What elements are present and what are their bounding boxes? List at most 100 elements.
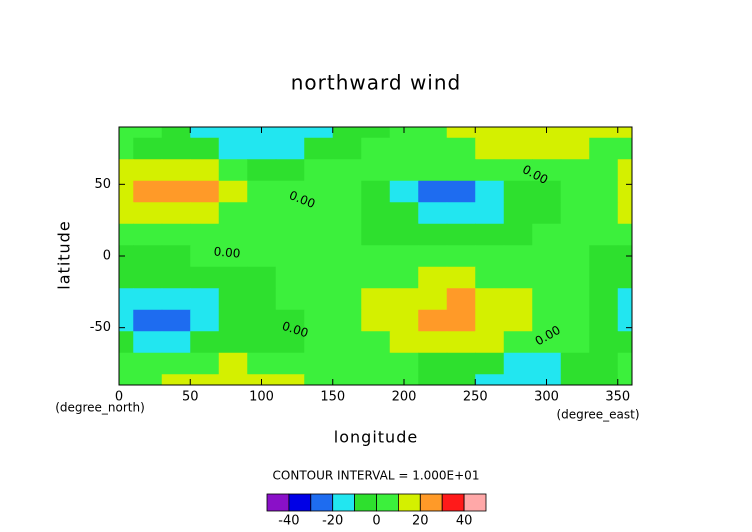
field-cell [503, 245, 533, 268]
field-cell [332, 159, 362, 182]
field-cell [446, 288, 476, 311]
field-cell [304, 245, 334, 268]
field-cell [475, 352, 505, 375]
field-cell [446, 352, 476, 375]
field-cell [389, 159, 419, 182]
field-cell [418, 331, 448, 354]
field-cell [532, 202, 562, 225]
field-cell [503, 202, 533, 225]
field-cell [218, 159, 248, 182]
field-cell [133, 223, 163, 246]
field-cell [304, 159, 334, 182]
field-cell [218, 309, 248, 332]
field-cell [190, 266, 220, 289]
field-cell [133, 159, 163, 182]
field-cell [617, 127, 632, 139]
field-cell [119, 137, 134, 160]
field-cell [560, 180, 590, 203]
field-cell [589, 309, 619, 332]
colorbar-tick-label: -20 [322, 514, 343, 529]
field-cell [503, 288, 533, 311]
field-cell [389, 137, 419, 160]
field-cell [161, 331, 191, 354]
field-cell [304, 180, 334, 203]
field-cell [475, 127, 505, 139]
field-cell [617, 288, 632, 311]
field-cell [560, 309, 590, 332]
field-cell [418, 352, 448, 375]
colorbar-bin [397, 493, 421, 512]
field-cell [503, 223, 533, 246]
field-cell [532, 137, 562, 160]
field-cell [503, 137, 533, 160]
field-cell [532, 180, 562, 203]
field-cell [560, 223, 590, 246]
field-cell [389, 202, 419, 225]
field-cell [133, 202, 163, 225]
field-cell [589, 352, 619, 375]
field-cell [275, 127, 305, 139]
field-cell [247, 159, 277, 182]
x-tick-label: 150 [320, 390, 345, 405]
field-cell [532, 309, 562, 332]
field-cell [446, 374, 476, 385]
field-cell [446, 331, 476, 354]
field-cell [218, 245, 248, 268]
field-cell [361, 180, 391, 203]
field-cell [475, 180, 505, 203]
colorbar-bin [310, 493, 334, 512]
y-axis-label: latitude [55, 220, 74, 289]
field-cell [119, 374, 134, 385]
field-cell [332, 127, 362, 139]
field-cell [218, 288, 248, 311]
field-cell [589, 137, 619, 160]
field-cell [617, 309, 632, 332]
field-cell [119, 352, 134, 375]
field-cell [589, 288, 619, 311]
field-cell [190, 127, 220, 139]
field-cell [589, 331, 619, 354]
field-cell [247, 266, 277, 289]
field-cell [247, 352, 277, 375]
field-cell [418, 223, 448, 246]
field-cell [133, 127, 163, 139]
field-cell [589, 159, 619, 182]
colorbar-bin [463, 493, 487, 512]
field-cell [133, 309, 163, 332]
field-cell [532, 352, 562, 375]
field-cell [190, 159, 220, 182]
field-cell [560, 127, 590, 139]
field-cell [247, 309, 277, 332]
field-cell [532, 159, 562, 182]
field-cell [532, 288, 562, 311]
field-cell [389, 352, 419, 375]
field-cell [332, 223, 362, 246]
field-cell [617, 266, 632, 289]
field-cell [389, 245, 419, 268]
field-cell [617, 352, 632, 375]
field-cell [389, 309, 419, 332]
x-tick-label: 0 [115, 390, 123, 405]
field-cell [304, 202, 334, 225]
field-cell [617, 331, 632, 354]
field-cell [190, 202, 220, 225]
field-cell [275, 180, 305, 203]
x-tick-label: 50 [182, 390, 199, 405]
field-cell [133, 352, 163, 375]
colorbar-bin [354, 493, 377, 512]
field-cell [161, 374, 191, 385]
field-cell [119, 309, 134, 332]
field-cell [190, 331, 220, 354]
field-cell [389, 180, 419, 203]
field-cell [389, 331, 419, 354]
field-cell [446, 137, 476, 160]
field-cell [560, 202, 590, 225]
field-cell [190, 374, 220, 385]
colorbar-bin [332, 493, 356, 512]
field-cell [503, 331, 533, 354]
field-cell [532, 266, 562, 289]
x-tick-label: 350 [605, 390, 630, 405]
field-cell [247, 288, 277, 311]
field-cell [617, 180, 632, 203]
contour-label: 0.00 [213, 244, 241, 260]
